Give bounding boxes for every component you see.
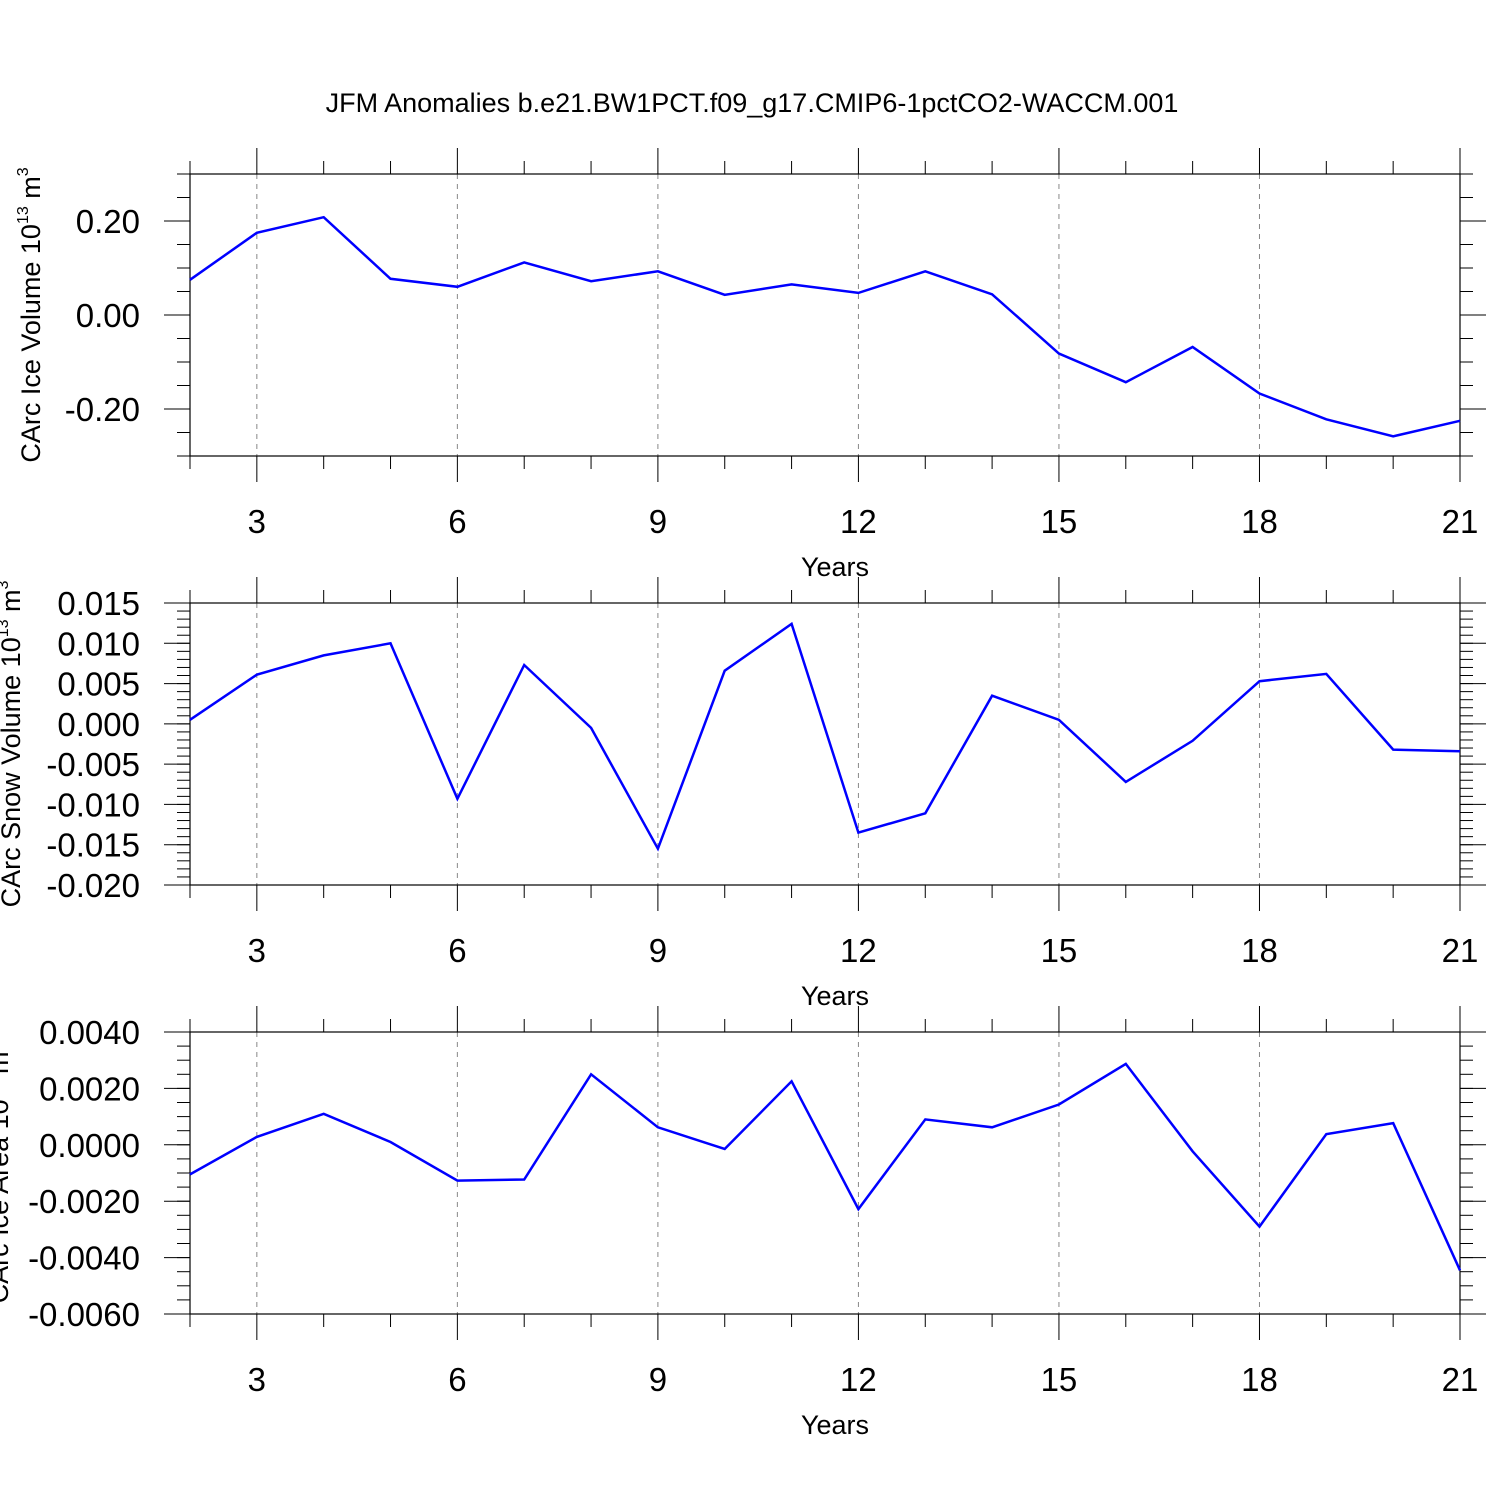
- x-tick-label: 21: [1442, 503, 1479, 540]
- y-tick-label: -0.015: [46, 827, 140, 864]
- x-axis-label: Years: [801, 552, 869, 582]
- y-axis-label: CArc Ice Volume 1013 m3: [15, 167, 46, 462]
- x-tick-label: 9: [649, 932, 667, 969]
- y-axis-label: CArc Snow Volume 1013 m3: [0, 580, 26, 907]
- y-tick-label: -0.010: [46, 786, 140, 823]
- y-tick-label: -0.0020: [28, 1183, 140, 1220]
- y-tick-label: -0.005: [46, 746, 140, 783]
- y-tick-label: 0.20: [76, 203, 140, 240]
- x-tick-label: 21: [1442, 932, 1479, 969]
- plot-frame: [189, 602, 1461, 886]
- x-tick-label: 3: [248, 1361, 266, 1398]
- y-tick-label: -0.0040: [28, 1240, 140, 1277]
- y-tick-label: 0.010: [57, 625, 140, 662]
- y-tick-label: 0.00: [76, 297, 140, 334]
- plot-frame: [189, 1031, 1461, 1315]
- y-axis-label: CArc Ice Area 1013 m2: [0, 1043, 14, 1304]
- panel-ice-volume: 3 6 9 12 15 18 21 Years -0.20 0.00 0.20 CArc Ice Vo…: [15, 148, 1486, 582]
- x-axis-label: Years: [801, 981, 869, 1011]
- x-tick-label: 6: [448, 932, 466, 969]
- y-tick-label: 0.000: [57, 706, 140, 743]
- x-tick-label: 3: [248, 503, 266, 540]
- y-tick-label: -0.20: [65, 391, 140, 428]
- chart-title: JFM Anomalies b.e21.BW1PCT.f09_g17.CMIP6…: [326, 88, 1179, 118]
- x-tick-label: 21: [1442, 1361, 1479, 1398]
- x-tick-label: 18: [1241, 1361, 1278, 1398]
- y-tick-label: -0.0060: [28, 1296, 140, 1333]
- series-line: [189, 621, 1461, 852]
- x-tick-label: 15: [1041, 932, 1078, 969]
- y-tick-label: 0.015: [57, 585, 140, 622]
- x-tick-label: 12: [840, 503, 877, 540]
- x-tick-label: 6: [448, 503, 466, 540]
- panel-snow-volume: 3 6 9 12 15 18 21 Years -0.020-0.015 -0.010-0.005…: [0, 577, 1486, 1011]
- panel-ice-area: 3 6 9 12 15 18 21 Years -0.0060 -0.0040 -0.0020 0.0…: [0, 1006, 1486, 1440]
- y-tick-label: 0.0020: [39, 1070, 140, 1107]
- y-tick-label: 0.0000: [39, 1127, 140, 1164]
- x-tick-label: 15: [1041, 1361, 1078, 1398]
- x-tick-label: 12: [840, 932, 877, 969]
- x-tick-label: 18: [1241, 503, 1278, 540]
- x-axis-label: Years: [801, 1410, 869, 1440]
- x-tick-label: 12: [840, 1361, 877, 1398]
- series-line: [189, 215, 1461, 438]
- x-tick-label: 9: [649, 503, 667, 540]
- series-line: [189, 1062, 1462, 1271]
- x-tick-label: 6: [448, 1361, 466, 1398]
- x-tick-label: 9: [649, 1361, 667, 1398]
- y-tick-label: 0.005: [57, 666, 140, 703]
- plot-frame: [189, 173, 1461, 457]
- y-tick-label: -0.020: [46, 867, 140, 904]
- x-tick-label: 3: [248, 932, 266, 969]
- y-tick-label: 0.0040: [39, 1014, 140, 1051]
- x-tick-label: 15: [1041, 503, 1078, 540]
- x-tick-label: 18: [1241, 932, 1278, 969]
